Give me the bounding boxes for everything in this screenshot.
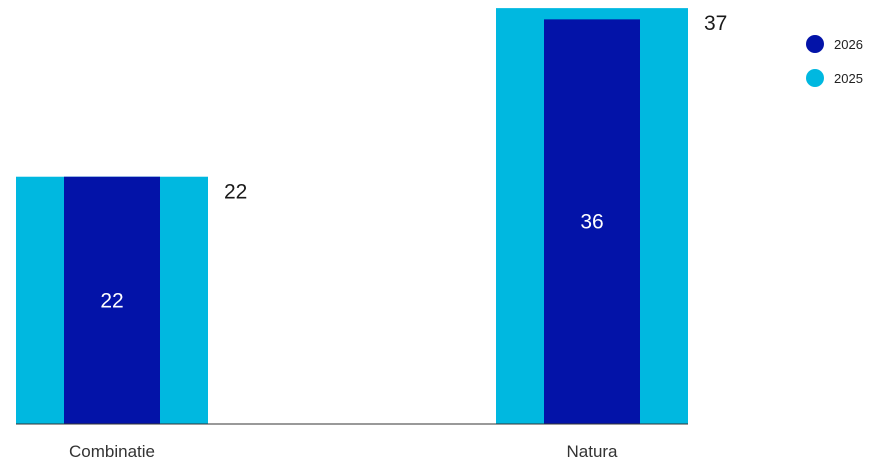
category-label-natura: Natura — [566, 442, 618, 461]
category-label-combinatie: Combinatie — [69, 442, 155, 461]
legend-label-2026: 2026 — [834, 37, 863, 52]
data-label-2026-combinatie: 22 — [100, 289, 123, 312]
data-label-2025-combinatie: 22 — [224, 181, 247, 204]
legend-item-2025: 2025 — [806, 68, 863, 88]
legend: 2026 2025 — [806, 34, 863, 102]
legend-item-2026: 2026 — [806, 34, 863, 54]
legend-swatch-2025 — [806, 69, 824, 87]
data-label-2026-natura: 36 — [580, 211, 603, 234]
data-label-2025-natura: 37 — [704, 12, 727, 35]
legend-swatch-2026 — [806, 35, 824, 53]
legend-label-2025: 2025 — [834, 71, 863, 86]
